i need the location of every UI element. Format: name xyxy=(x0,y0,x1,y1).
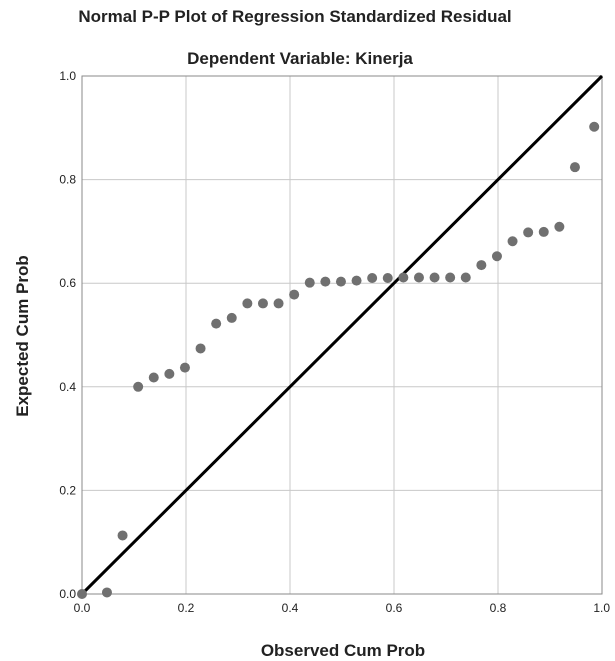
y-axis-label: Expected Cum Prob xyxy=(13,255,32,417)
x-tick-label: 0.6 xyxy=(386,601,403,615)
data-point xyxy=(445,272,456,283)
data-point xyxy=(289,289,300,300)
chart-title: Normal P-P Plot of Regression Standardiz… xyxy=(78,7,511,26)
data-point xyxy=(429,272,440,283)
y-tick-label: 0.8 xyxy=(59,173,76,187)
data-point xyxy=(148,372,159,383)
data-point xyxy=(133,381,144,392)
data-point xyxy=(335,276,346,287)
y-tick-label: 0.4 xyxy=(59,380,76,394)
data-point xyxy=(77,589,87,599)
x-tick-label: 0.8 xyxy=(490,601,507,615)
x-tick-label: 0.4 xyxy=(282,601,299,615)
y-tick-label: 0.2 xyxy=(59,483,76,497)
x-tick-label: 1.0 xyxy=(593,601,610,615)
data-point xyxy=(367,273,378,284)
data-point xyxy=(211,318,222,329)
plot-frame xyxy=(81,75,603,595)
plot-area: 0.0 0.2 0.4 0.6 0.8 1.0 0.0 0.2 0.4 0.6 0.8 1.0 xyxy=(59,69,610,615)
data-point xyxy=(491,251,502,262)
data-point xyxy=(195,343,206,354)
data-point xyxy=(304,277,315,288)
data-point xyxy=(589,121,600,132)
data-point xyxy=(554,221,565,232)
data-point xyxy=(460,272,471,283)
x-axis-label: Observed Cum Prob xyxy=(261,641,425,660)
x-tick-label: 0.0 xyxy=(74,601,91,615)
data-point xyxy=(507,236,518,247)
data-point xyxy=(523,227,534,238)
y-tick-label: 0.0 xyxy=(59,587,76,601)
data-point xyxy=(476,260,487,271)
data-point xyxy=(413,272,424,283)
data-point xyxy=(179,362,190,373)
data-point xyxy=(569,162,580,173)
y-tick-label: 0.6 xyxy=(59,276,76,290)
data-point xyxy=(398,272,409,283)
data-point xyxy=(242,298,253,309)
data-point xyxy=(273,298,284,309)
data-point xyxy=(101,587,112,598)
x-tick-label: 0.2 xyxy=(178,601,195,615)
chart-subtitle: Dependent Variable: Kinerja xyxy=(187,49,413,68)
data-point xyxy=(226,312,237,323)
y-tick-label: 1.0 xyxy=(59,69,76,83)
data-point xyxy=(257,298,268,309)
data-point xyxy=(382,273,393,284)
data-point xyxy=(117,530,128,541)
data-point xyxy=(320,276,331,287)
data-point xyxy=(538,226,549,237)
data-point xyxy=(164,368,175,379)
data-point xyxy=(351,275,362,286)
reference-line xyxy=(80,74,604,596)
